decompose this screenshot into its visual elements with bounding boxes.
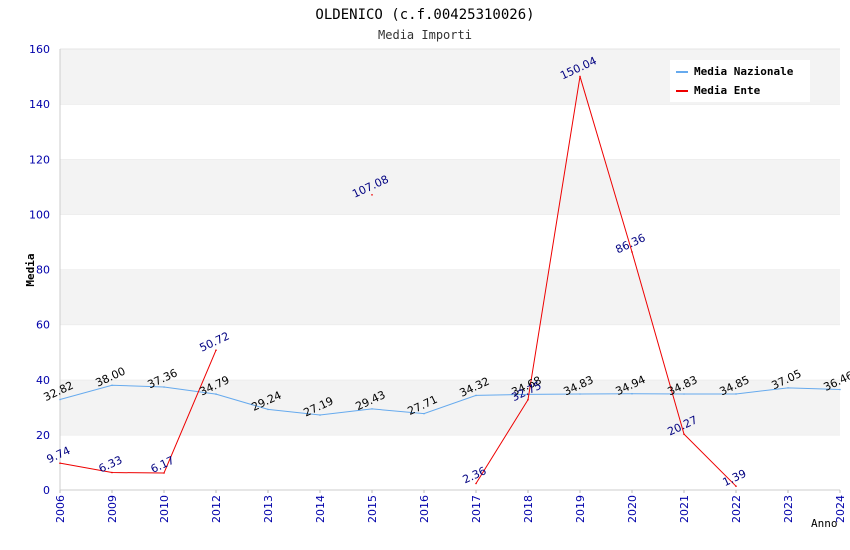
- grid-bands: [59, 48, 840, 491]
- y-axis-label: Media: [24, 253, 37, 286]
- x-tick-label: 2009: [106, 495, 119, 523]
- legend-box: [670, 60, 810, 102]
- y-axis: 0 20 40 60 80 100 120 140 160: [29, 43, 50, 497]
- y-tick-label: 0: [43, 484, 50, 497]
- legend-label-media-nazionale: Media Nazionale: [694, 65, 794, 78]
- x-tick-label: 2006: [54, 495, 67, 523]
- y-tick-label: 80: [36, 264, 50, 277]
- grid-band: [60, 214, 840, 270]
- series-line-0: [59, 384, 841, 416]
- x-tick-label: 2024: [834, 495, 847, 523]
- x-tick-label: 2015: [366, 495, 379, 523]
- y-tick-label: 120: [29, 153, 50, 166]
- x-tick-label: 2016: [418, 495, 431, 523]
- grid-band: [60, 324, 840, 380]
- x-tick-label: 2022: [730, 495, 743, 523]
- x-tick-label: 2021: [678, 495, 691, 523]
- grid-band: [60, 159, 840, 215]
- grid-band: [60, 379, 840, 435]
- y-tick-label: 100: [29, 208, 50, 221]
- x-tick-label: 2018: [522, 495, 535, 523]
- y-tick-label: 140: [29, 98, 50, 111]
- x-axis: 2006 2009 2010 2012 2013 2014 2015 2016 2017 2018…: [54, 490, 847, 523]
- series-line-1: [475, 76, 737, 487]
- x-tick-label: 2020: [626, 495, 639, 523]
- legend-label-media-ente: Media Ente: [694, 84, 761, 97]
- series-lines: [59, 75, 841, 487]
- y-tick-label: 60: [36, 319, 50, 332]
- x-tick-label: 2013: [262, 495, 275, 523]
- y-tick-label: 160: [29, 43, 50, 56]
- x-tick-label: 2017: [470, 495, 483, 523]
- grid-band: [60, 269, 840, 325]
- grid-band: [60, 104, 840, 160]
- chart-subtitle: Media Importi: [378, 28, 472, 42]
- x-axis-label: Anno: [811, 517, 838, 530]
- legend: Media Nazionale Media Ente: [670, 60, 810, 102]
- x-tick-label: 2019: [574, 495, 587, 523]
- y-tick-label: 40: [36, 374, 50, 387]
- x-tick-label: 2012: [210, 495, 223, 523]
- x-tick-label: 2010: [158, 495, 171, 523]
- y-tick-label: 20: [36, 429, 50, 442]
- x-tick-label: 2014: [314, 495, 327, 523]
- data-point: [371, 194, 373, 196]
- chart-title: OLDENICO (c.f.00425310026): [315, 7, 534, 23]
- grid-band: [60, 434, 840, 490]
- series-line-1: [59, 350, 217, 474]
- x-tick-label: 2023: [782, 495, 795, 523]
